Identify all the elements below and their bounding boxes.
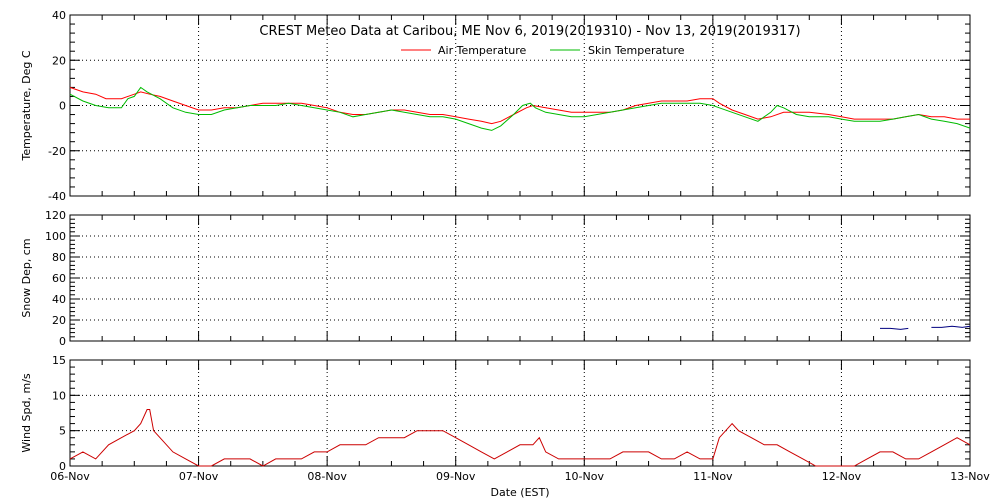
y-tick-label: 40 [52,293,66,306]
y-axis-label: Wind Spd, m/s [20,373,33,453]
x-tick-label: 13-Nov [950,470,990,483]
x-tick-label: 08-Nov [307,470,347,483]
wind-speed-panel: 15 10 5 0 Wind Spd, m/s [20,354,971,473]
x-tick-label: 06-Nov [50,470,90,483]
y-tick-label: 0 [59,460,66,473]
y-tick-label: 0 [59,335,66,348]
y-tick-label: 100 [45,230,66,243]
plot-frame [69,359,971,467]
chart-title: CREST Meteo Data at Caribou, ME Nov 6, 2… [259,24,800,39]
x-tick-label: 12-Nov [822,470,862,483]
y-tick-label: 40 [52,9,66,22]
x-tick-labels: 06-Nov 07-Nov 08-Nov 09-Nov 10-Nov 11-Nov 12-N… [50,470,990,483]
y-tick-label: 120 [45,209,66,222]
series-line [880,327,909,330]
snow-depth-panel: 120 100 80 60 40 20 0 Snow Dep, cm [20,209,971,348]
y-tick-label: -40 [48,190,66,203]
y-tick-label: 60 [52,272,66,285]
x-tick-label: 11-Nov [693,470,733,483]
legend-label-air: Air Temperature [438,44,527,57]
y-tick-label: 15 [52,354,66,367]
series-line [931,325,971,328]
y-tick-label: 10 [52,389,66,402]
series-line [69,409,971,467]
x-tick-label: 10-Nov [565,470,605,483]
y-tick-label: 20 [52,314,66,327]
y-tick-label: 0 [59,100,66,113]
legend: Air Temperature Skin Temperature [401,44,685,57]
temperature-panel: 40 20 0 -20 -40 Temperature, Deg C [20,9,971,203]
x-tick-label: 09-Nov [436,470,476,483]
legend-label-skin: Skin Temperature [588,44,685,57]
plot-frame [69,214,971,342]
y-axis-label: Temperature, Deg C [20,50,33,161]
plot-frame [69,14,971,197]
y-tick-label: 20 [52,54,66,67]
x-axis-label: Date (EST) [490,486,549,499]
y-tick-label: -20 [48,145,66,158]
series-line [69,86,971,131]
y-tick-label: 80 [52,251,66,264]
y-tick-label: 5 [59,425,66,438]
y-axis-label: Snow Dep, cm [20,238,33,317]
x-tick-label: 07-Nov [179,470,219,483]
